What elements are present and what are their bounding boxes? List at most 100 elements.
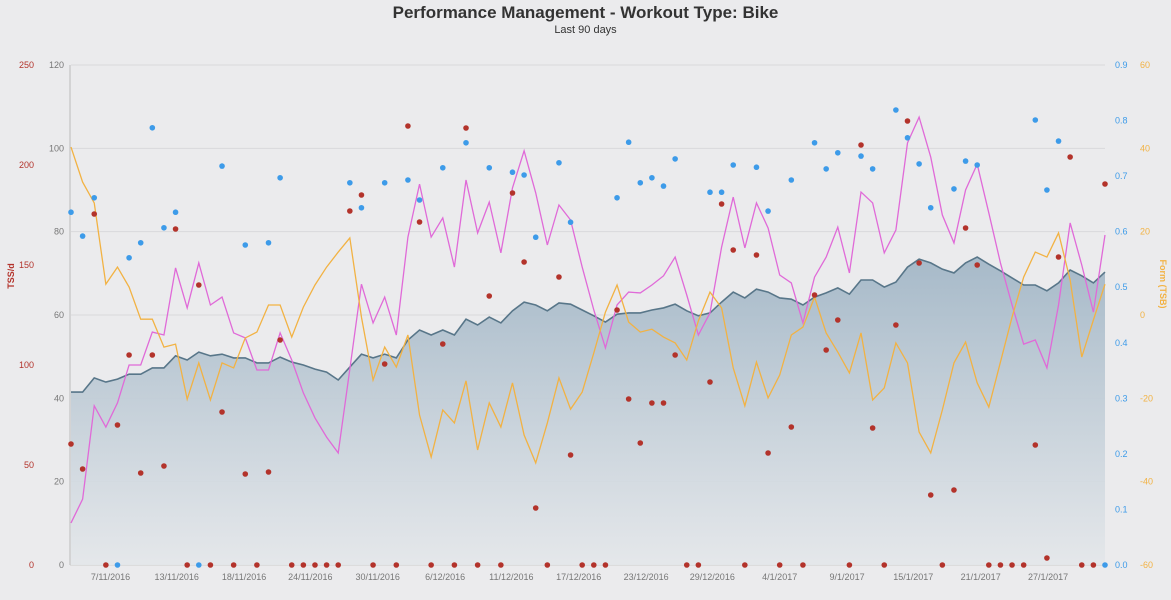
- tss-point: [1090, 562, 1097, 568]
- load-axis-tick-label: 120: [49, 60, 64, 70]
- tss-point: [788, 424, 795, 430]
- tss-point: [323, 562, 330, 568]
- if-point: [625, 139, 632, 146]
- load-axis-tick-label: 20: [54, 477, 64, 487]
- load-axis-tick-label: 60: [54, 310, 64, 320]
- tss-point: [846, 562, 853, 568]
- tss-axis-tick-label: 200: [19, 160, 34, 170]
- if-point: [672, 156, 678, 162]
- if-point: [79, 233, 86, 239]
- if-point: [834, 149, 841, 156]
- tss-point: [312, 562, 318, 568]
- tss-point: [207, 562, 214, 568]
- if-point: [521, 172, 527, 178]
- tss-point: [800, 562, 806, 568]
- tss-point: [1067, 154, 1073, 160]
- tss-point: [1102, 181, 1108, 187]
- x-tick-label: 4/1/2017: [762, 572, 797, 582]
- tss-point: [1078, 562, 1085, 568]
- tss-point: [300, 562, 307, 568]
- tss-point: [79, 466, 86, 472]
- if-axis-tick-label: 0.5: [1115, 282, 1128, 292]
- x-tick-label: 11/12/2016: [489, 572, 533, 582]
- tss-axis-tick-label: 50: [24, 460, 34, 470]
- if-point: [347, 179, 353, 186]
- tss-point: [997, 562, 1004, 568]
- if-axis-tick-label: 0.2: [1115, 449, 1128, 459]
- tss-point: [904, 118, 911, 124]
- if-point: [265, 239, 272, 246]
- x-tick-label: 23/12/2016: [624, 572, 669, 582]
- tss-point: [451, 562, 458, 568]
- tss-point: [230, 562, 237, 568]
- if-point: [823, 166, 829, 172]
- tss-point: [439, 341, 446, 347]
- tss-point: [974, 262, 981, 268]
- if-point: [869, 166, 876, 172]
- tss-axis-tick-label: 250: [19, 60, 34, 70]
- tss-point: [463, 125, 469, 131]
- if-point: [730, 162, 737, 168]
- tss-point: [498, 562, 504, 568]
- if-point: [788, 177, 795, 183]
- tss-point: [370, 562, 376, 568]
- if-point: [277, 174, 283, 181]
- x-tick-label: 24/11/2016: [288, 572, 332, 582]
- if-point: [114, 562, 121, 568]
- if-point: [718, 189, 725, 196]
- x-tick-label: 30/11/2016: [356, 572, 400, 582]
- if-axis-tick-label: 0.6: [1115, 227, 1128, 237]
- tss-point: [579, 562, 585, 568]
- tss-point: [103, 562, 109, 568]
- if-point: [660, 183, 667, 189]
- tss-point: [742, 562, 748, 568]
- if-point: [1032, 117, 1039, 123]
- tss-point: [695, 562, 702, 568]
- if-axis-tick-label: 0.7: [1115, 171, 1128, 181]
- tss-point: [753, 252, 760, 258]
- if-point: [811, 139, 818, 146]
- tss-point: [288, 562, 295, 568]
- if-point: [1055, 138, 1062, 144]
- tss-point: [811, 292, 818, 298]
- if-point: [532, 234, 539, 241]
- tsb-axis-tick-label: -40: [1140, 477, 1153, 487]
- tss-point: [277, 337, 283, 343]
- tsb-axis-tick-label: -20: [1140, 393, 1153, 403]
- if-point: [858, 153, 864, 159]
- tss-point: [660, 400, 667, 406]
- if-point: [556, 159, 562, 166]
- if-point: [614, 194, 620, 201]
- tss-point: [265, 469, 272, 475]
- tss-point: [834, 317, 841, 323]
- if-axis-tick-label: 0.8: [1115, 116, 1128, 126]
- tss-point: [1020, 562, 1027, 568]
- if-point: [637, 179, 644, 186]
- ctl-line: [71, 256, 1106, 393]
- if-axis-tick-label: 0.1: [1115, 504, 1128, 514]
- tss-point: [486, 293, 493, 299]
- tsb-axis-tick-label: 60: [1140, 60, 1150, 70]
- tss-point: [707, 379, 713, 385]
- tsb-line: [70, 146, 1106, 465]
- ctl-area: [71, 257, 1105, 565]
- if-axis-tick-label: 0.3: [1115, 393, 1128, 403]
- tss-axis-tick-label: 150: [19, 260, 34, 270]
- tss-point: [172, 226, 179, 232]
- if-point: [195, 562, 202, 568]
- if-point: [765, 208, 771, 214]
- tss-point: [114, 422, 121, 428]
- x-tick-label: 6/12/2016: [425, 572, 465, 582]
- if-point: [416, 197, 423, 203]
- tss-point: [91, 211, 98, 217]
- load-axis-tick-label: 40: [54, 393, 64, 403]
- x-tick-label: 18/11/2016: [222, 572, 266, 582]
- tss-axis-title: TSS/d: [6, 263, 16, 289]
- tss-point: [951, 487, 957, 493]
- tss-point: [1032, 442, 1039, 448]
- if-axis-tick-label: 0.9: [1115, 60, 1128, 70]
- tss-point: [869, 425, 876, 431]
- tss-point: [1009, 562, 1015, 568]
- if-point: [649, 174, 655, 181]
